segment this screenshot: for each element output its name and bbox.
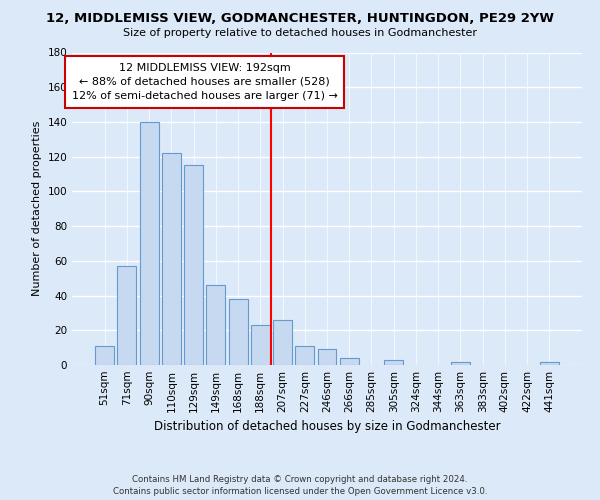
Bar [295,346,314,365]
Bar [384,360,403,365]
Text: Contains HM Land Registry data © Crown copyright and database right 2024.
Contai: Contains HM Land Registry data © Crown c… [113,474,487,496]
Bar [184,166,203,365]
Bar [317,350,337,365]
Bar [229,299,248,365]
X-axis label: Distribution of detached houses by size in Godmanchester: Distribution of detached houses by size … [154,420,500,434]
Bar [251,325,270,365]
Bar [273,320,292,365]
Text: Size of property relative to detached houses in Godmanchester: Size of property relative to detached ho… [123,28,477,38]
Text: 12 MIDDLEMISS VIEW: 192sqm
← 88% of detached houses are smaller (528)
12% of sem: 12 MIDDLEMISS VIEW: 192sqm ← 88% of deta… [72,63,338,101]
Bar [340,358,359,365]
Bar [95,346,114,365]
Y-axis label: Number of detached properties: Number of detached properties [32,121,42,296]
Bar [540,362,559,365]
Bar [451,362,470,365]
Bar [140,122,158,365]
Bar [162,153,181,365]
Bar [118,266,136,365]
Text: 12, MIDDLEMISS VIEW, GODMANCHESTER, HUNTINGDON, PE29 2YW: 12, MIDDLEMISS VIEW, GODMANCHESTER, HUNT… [46,12,554,26]
Bar [206,285,225,365]
